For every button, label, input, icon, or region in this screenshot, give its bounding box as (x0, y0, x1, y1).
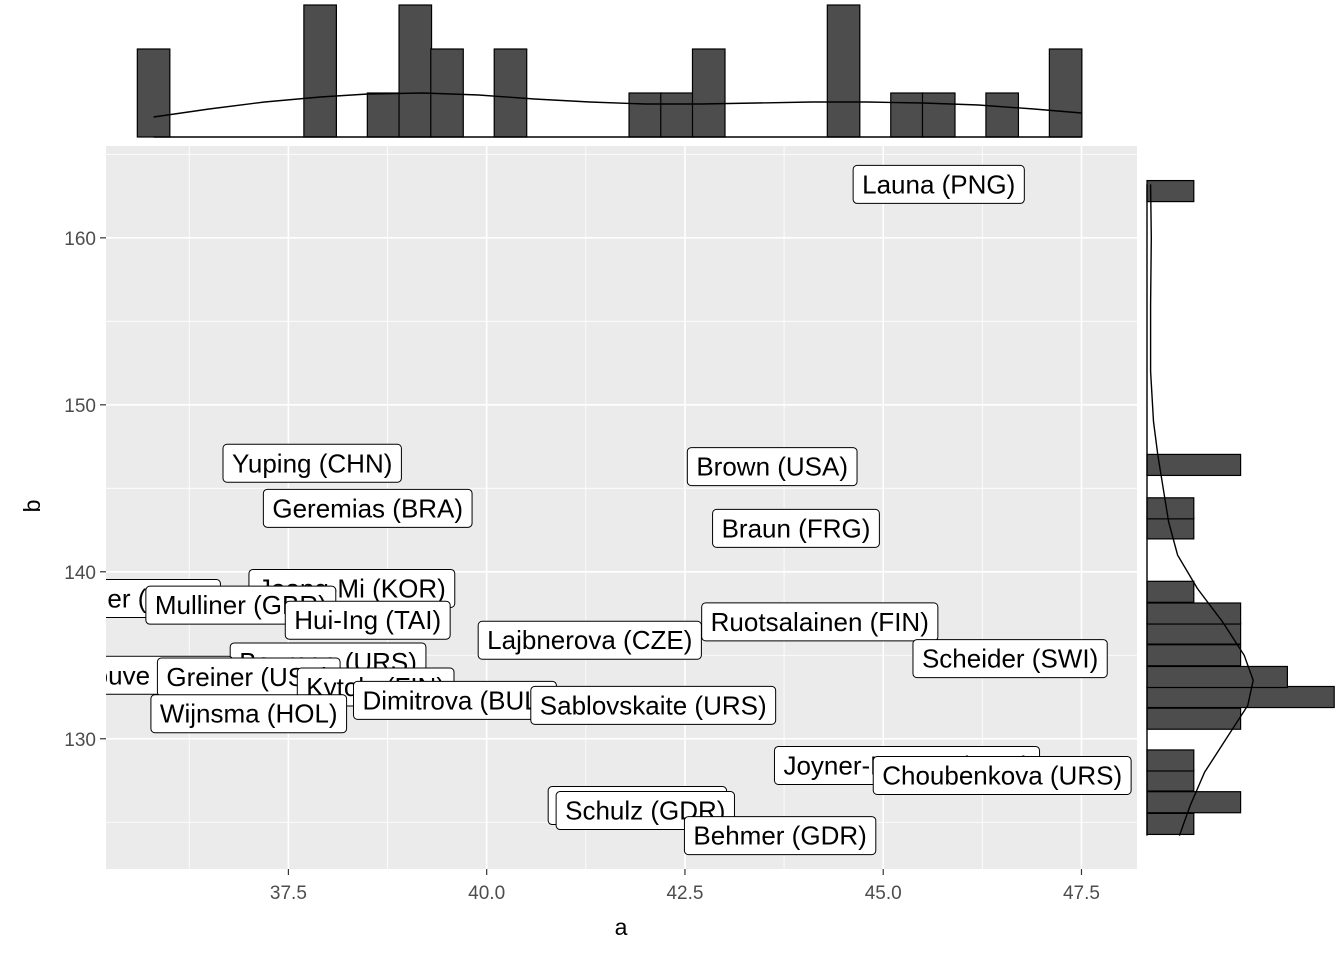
right-hist-bar (1146, 769, 1195, 792)
point-label-text: Scheider (SWI) (922, 644, 1098, 674)
point-label-box (712, 508, 880, 548)
point-label-text: Yuping (CHN) (232, 448, 392, 478)
point-label-text: Hui-Ing (TAI) (294, 605, 441, 635)
y-axis-title: b (19, 500, 45, 513)
point-label: Braun (FRG) (712, 508, 880, 548)
x-tick-label: 45.0 (865, 883, 902, 904)
point-label-text: Behmer (GDR) (693, 821, 866, 851)
top-hist-bar (303, 4, 337, 138)
right-hist-bar (1146, 580, 1195, 603)
top-hist-bar (691, 48, 726, 138)
point-label-box (222, 443, 402, 483)
y-tick-label: 150 (64, 396, 96, 417)
axis-ticks: 37.5 40.0 42.5 45.0 47.5 130 140 150 160 (64, 229, 1100, 904)
point-label-box (686, 447, 858, 487)
point-label-box (530, 685, 777, 725)
top-histogram (136, 4, 1083, 138)
point-label-text: Dimitrova (BUL) (362, 685, 547, 715)
right-hist-bar (1146, 622, 1242, 645)
point-label: Dimitrova (BUL) (352, 680, 557, 720)
right-hist-bar (1146, 497, 1195, 520)
point-label-box (262, 488, 473, 528)
point-label: Yuping (CHN) (222, 443, 402, 483)
point-label-text: Launa (PNG) (862, 169, 1015, 199)
point-label: Ruotsalainen (FIN) (701, 602, 939, 642)
top-hist-bar (826, 4, 861, 138)
top-hist-bar (493, 48, 528, 138)
point-label-box (912, 639, 1108, 679)
right-hist-bar (1146, 791, 1242, 814)
x-tick-label: 37.5 (270, 883, 307, 904)
point-label-box (872, 755, 1132, 795)
right-hist-bar (1146, 749, 1195, 772)
point-label: Sablovskaite (URS) (530, 685, 777, 725)
point-label: Brown (USA) (686, 447, 858, 487)
point-label-box (477, 620, 702, 660)
label-layer: Launa (PNG) Yuping (CHN) Brown (USA) Geremi… (106, 164, 1132, 856)
point-label-text: Geremias (BRA) (272, 493, 463, 523)
point-label: Geremias (BRA) (262, 488, 473, 528)
right-hist-bar (1146, 685, 1335, 709)
right-hist-bar (1146, 602, 1242, 625)
point-label-text: Choubenkova (URS) (882, 760, 1122, 790)
y-tick-label: 140 (64, 563, 96, 584)
top-hist-bar (628, 92, 663, 138)
point-labels: Launa (PNG) Yuping (CHN) Brown (USA) Geremi… (106, 164, 1132, 856)
top-hist-bar (660, 92, 694, 138)
top-hist-bar (985, 92, 1020, 138)
point-label: Behmer (GDR) (683, 816, 877, 856)
point-label: Hui-Ing (TAI) (284, 600, 451, 640)
right-hist-bar (1146, 665, 1288, 689)
point-label-text: Ruotsalainen (FIN) (711, 607, 929, 637)
top-hist-bar (1048, 48, 1083, 138)
point-label-box (852, 164, 1025, 204)
point-label: Choubenkova (URS) (872, 755, 1132, 795)
point-label-text: Brown (USA) (696, 452, 848, 482)
point-label: Lajbnerova (CZE) (477, 620, 702, 660)
right-hist-bar (1146, 707, 1242, 730)
point-label-text: Wijnsma (HOL) (160, 699, 338, 729)
top-hist-bar (398, 4, 433, 138)
point-label-text: Sablovskaite (URS) (540, 690, 767, 720)
top-hist-bar (366, 92, 401, 138)
point-label: Scheider (SWI) (912, 639, 1108, 679)
x-tick-label: 42.5 (666, 883, 703, 904)
top-hist-bar (136, 48, 171, 138)
point-label: Launa (PNG) (852, 164, 1025, 204)
point-label: Wijnsma (HOL) (150, 694, 348, 734)
right-hist-bar (1146, 644, 1242, 667)
point-label-box (683, 816, 877, 856)
right-density-curve (1149, 184, 1254, 836)
point-label-box (150, 694, 348, 734)
point-label-text: Braun (FRG) (722, 513, 871, 543)
top-hist-bar (921, 92, 956, 138)
x-tick-label: 47.5 (1063, 883, 1100, 904)
point-label-box (701, 602, 939, 642)
y-tick-label: 130 (64, 730, 96, 751)
x-tick-label: 40.0 (468, 883, 505, 904)
point-label-text: Lajbnerova (CZE) (487, 625, 692, 655)
x-axis-title: a (615, 914, 628, 940)
top-hist-bar (890, 92, 924, 138)
top-density-curve (153, 92, 1082, 118)
right-hist-bar (1146, 179, 1195, 203)
y-tick-label: 160 (64, 229, 96, 250)
right-histogram (1146, 179, 1335, 836)
point-label-box (284, 600, 451, 640)
